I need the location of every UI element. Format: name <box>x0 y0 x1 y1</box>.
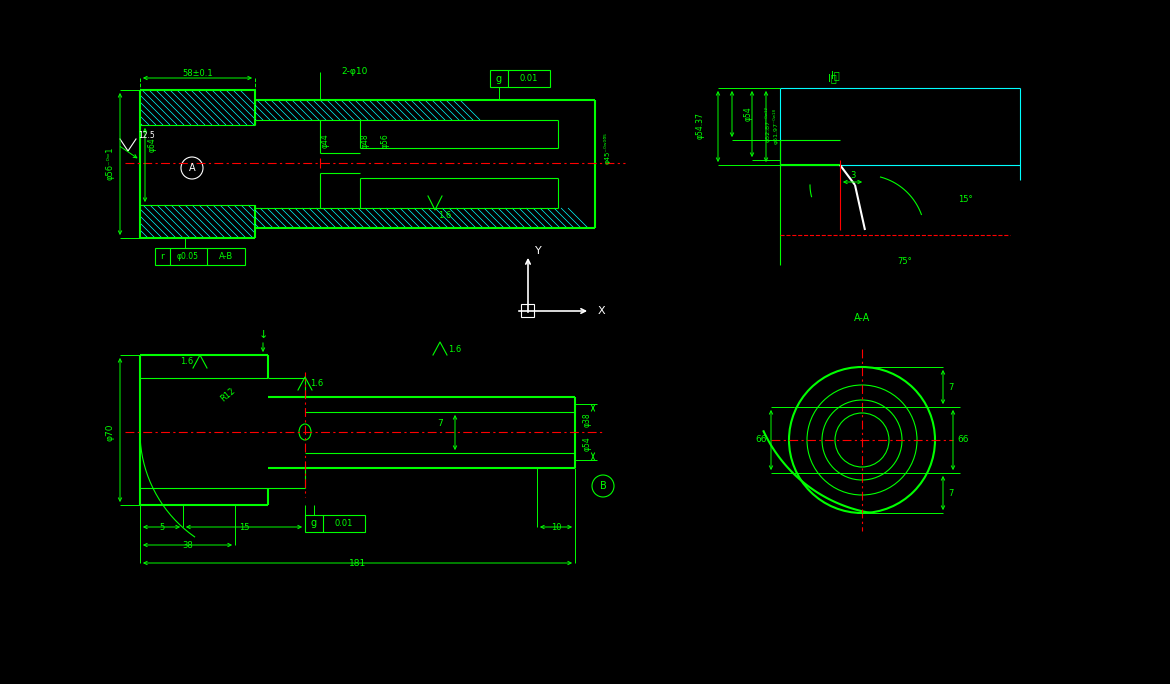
Text: φ56: φ56 <box>380 133 390 148</box>
Text: φ0.05: φ0.05 <box>177 252 199 261</box>
Text: 5: 5 <box>159 523 164 531</box>
Text: 66: 66 <box>756 436 766 445</box>
Text: φ64: φ64 <box>147 137 157 153</box>
Text: 66: 66 <box>957 436 969 445</box>
Text: 2-φ10: 2-φ10 <box>342 68 369 77</box>
Text: 1.6: 1.6 <box>180 358 193 367</box>
Text: A-B: A-B <box>219 252 233 261</box>
Text: 3: 3 <box>849 172 855 181</box>
Text: 1.6: 1.6 <box>310 380 324 389</box>
Text: I放: I放 <box>831 70 839 80</box>
Bar <box>154 248 245 265</box>
Text: Y: Y <box>535 246 542 256</box>
Text: 15: 15 <box>239 523 249 531</box>
Text: φ45⁻⁰ʷ⁰⁶⁵: φ45⁻⁰ʷ⁰⁶⁵ <box>604 132 611 164</box>
Text: φ52.87⁻⁰ʷ¹²: φ52.87⁻⁰ʷ¹² <box>765 106 771 142</box>
Text: 181: 181 <box>349 559 366 568</box>
Text: φ56⁻⁰ʷ1: φ56⁻⁰ʷ1 <box>105 146 115 180</box>
Text: g: g <box>311 518 317 529</box>
Text: 1.6: 1.6 <box>438 211 452 220</box>
Text: A-A: A-A <box>854 313 870 323</box>
Text: B: B <box>599 481 606 491</box>
Text: 15°: 15° <box>958 196 972 205</box>
Text: 75°: 75° <box>897 257 913 267</box>
Text: φ51.97⁻⁰ʷ¹⁸: φ51.97⁻⁰ʷ¹⁸ <box>773 108 779 144</box>
Text: r: r <box>160 252 164 261</box>
Text: 0.01: 0.01 <box>519 74 538 83</box>
Text: φ44: φ44 <box>321 133 330 148</box>
Text: φ70: φ70 <box>105 423 115 440</box>
Text: 58±0.1: 58±0.1 <box>183 68 213 77</box>
Text: φ38: φ38 <box>583 412 592 428</box>
Bar <box>305 515 365 532</box>
Bar <box>490 70 550 87</box>
Text: φ54: φ54 <box>583 436 592 451</box>
Text: ↓: ↓ <box>259 330 268 340</box>
Text: 7: 7 <box>438 419 443 428</box>
Text: 7: 7 <box>949 488 954 497</box>
Text: R12: R12 <box>219 386 238 404</box>
Text: 12.5: 12.5 <box>138 131 154 140</box>
Text: 7: 7 <box>949 382 954 391</box>
Text: I放: I放 <box>827 73 837 83</box>
Text: 38: 38 <box>183 540 193 549</box>
Text: 1.6: 1.6 <box>448 345 462 354</box>
Text: φ54: φ54 <box>743 107 752 121</box>
Text: 0.01: 0.01 <box>335 519 353 528</box>
Text: g: g <box>496 73 502 83</box>
Text: 10: 10 <box>551 523 562 531</box>
Text: φ54.37: φ54.37 <box>695 113 704 140</box>
Text: X: X <box>598 306 606 316</box>
Text: A: A <box>188 163 195 173</box>
Text: φ48: φ48 <box>360 133 370 148</box>
Bar <box>521 304 534 317</box>
